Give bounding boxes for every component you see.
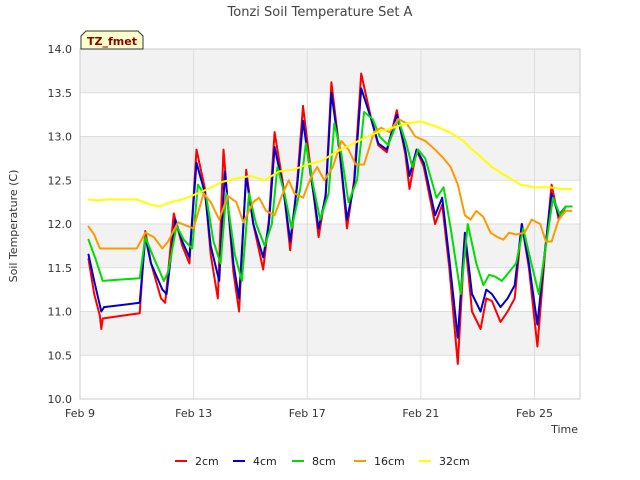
series-lines bbox=[87, 72, 573, 365]
x-tick-label: Feb 17 bbox=[289, 407, 326, 420]
badge-box bbox=[80, 30, 144, 50]
series-line-4cm bbox=[87, 87, 573, 339]
x-tick-label: Feb 21 bbox=[402, 407, 439, 420]
x-tick-label: Feb 13 bbox=[175, 407, 212, 420]
y-tick-label: 12.0 bbox=[48, 218, 73, 231]
legend-label-32cm: 32cm bbox=[439, 455, 470, 468]
y-axis-label: Soil Temperature (C) bbox=[7, 170, 20, 283]
plot-frame bbox=[79, 48, 581, 400]
legend-label-8cm: 8cm bbox=[312, 455, 336, 468]
y-tick-label: 13.0 bbox=[48, 131, 73, 144]
plot-area bbox=[79, 48, 581, 400]
legend: 2cm 4cm 8cm 16cm 32cm bbox=[175, 455, 470, 468]
x-tick-label: Feb 9 bbox=[65, 407, 95, 420]
chart-title: Tonzi Soil Temperature Set A bbox=[227, 5, 413, 20]
x-axis: Feb 9 Feb 13 Feb 17 Feb 21 Feb 25 bbox=[65, 407, 553, 420]
x-axis-label: Time bbox=[550, 423, 578, 436]
y-axis: 10.0 10.5 11.0 11.5 12.0 12.5 13.0 13.5 14.0 bbox=[48, 43, 73, 406]
y-tick-label: 14.0 bbox=[48, 43, 73, 56]
y-tick-label: 10.5 bbox=[48, 349, 73, 362]
series-line-16cm bbox=[87, 118, 573, 250]
y-tick-label: 10.0 bbox=[48, 393, 73, 406]
badge-label: TZ_fmet bbox=[87, 35, 137, 48]
legend-label-2cm: 2cm bbox=[195, 455, 219, 468]
legend-label-4cm: 4cm bbox=[253, 455, 277, 468]
plot-band bbox=[80, 311, 580, 356]
x-tick-label: Feb 25 bbox=[516, 407, 553, 420]
y-tick-label: 13.5 bbox=[48, 87, 73, 100]
y-tick-label: 11.5 bbox=[48, 262, 73, 275]
badge: TZ_fmet bbox=[80, 30, 144, 50]
legend-label-16cm: 16cm bbox=[374, 455, 405, 468]
y-tick-label: 11.0 bbox=[48, 306, 73, 319]
series-line-32cm bbox=[87, 120, 573, 208]
plot-band bbox=[80, 49, 580, 93]
plot-band bbox=[80, 355, 580, 399]
y-tick-label: 12.5 bbox=[48, 174, 73, 187]
